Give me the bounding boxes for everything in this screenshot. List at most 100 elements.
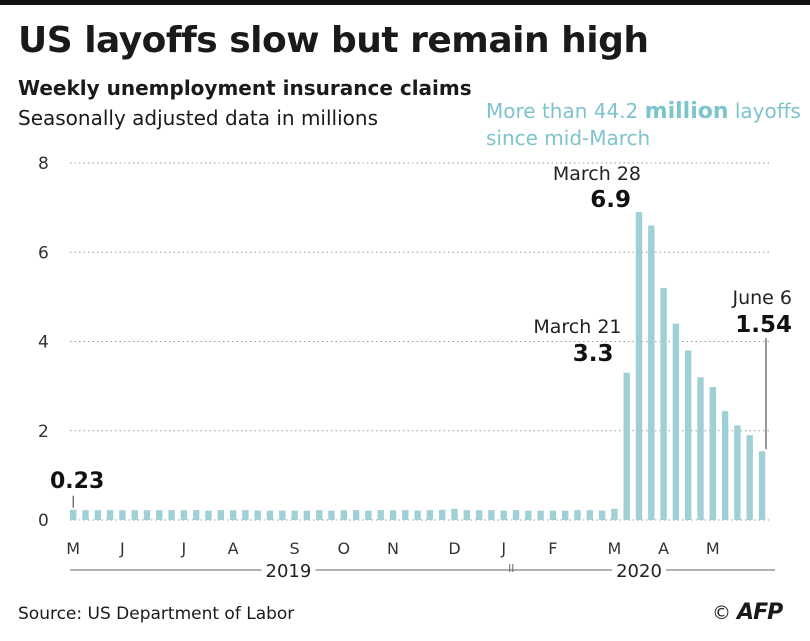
bar <box>660 287 667 520</box>
bar <box>648 225 655 520</box>
bar <box>586 510 593 520</box>
bar <box>439 509 446 520</box>
year-label-bg <box>612 560 666 580</box>
bar <box>266 510 274 520</box>
bar <box>402 510 409 520</box>
bar <box>746 435 753 520</box>
bar <box>562 510 569 520</box>
y-tick-label: 8 <box>38 154 49 174</box>
chart-subtitle: Weekly unemployment insurance claims <box>18 76 472 100</box>
bar <box>340 510 347 520</box>
annotation-label: June 6 <box>731 287 792 309</box>
bar <box>549 510 557 520</box>
bar <box>217 510 224 520</box>
annotation-label: March 21 <box>533 316 621 338</box>
bar <box>352 510 360 520</box>
annotation-value: 0.23 <box>50 469 104 494</box>
x-tick-label: J <box>119 539 125 558</box>
x-tick-label: D <box>448 539 460 558</box>
bar <box>131 510 138 520</box>
copyright-symbol: © <box>712 602 731 624</box>
annotation-label: March 28 <box>553 163 641 185</box>
bar <box>365 510 372 520</box>
bar <box>242 510 249 520</box>
bar <box>180 510 188 520</box>
bar <box>426 510 434 520</box>
bar <box>758 451 766 520</box>
annotation-value: 6.9 <box>590 187 631 213</box>
layoffs-callout: More than 44.2 million layoffs since mid-… <box>486 98 801 151</box>
bar <box>229 510 237 520</box>
bar <box>525 510 532 520</box>
y-tick-label: 2 <box>38 422 49 442</box>
x-tick-label: J <box>181 539 187 558</box>
x-tick-label: F <box>548 539 557 558</box>
year-label: 2019 <box>266 561 312 582</box>
bar <box>168 510 175 520</box>
x-tick-label: O <box>338 539 351 558</box>
x-tick-label: M <box>66 539 80 558</box>
callout-text-bold: million <box>644 99 729 124</box>
bar <box>537 510 544 520</box>
x-tick-label: M <box>607 539 621 558</box>
bar <box>106 510 114 520</box>
bar <box>598 510 606 520</box>
x-tick-label: A <box>658 539 669 558</box>
bar <box>734 425 741 520</box>
bar <box>377 510 384 520</box>
bar <box>574 510 581 520</box>
agency-credit: © AFP <box>712 600 783 625</box>
y-tick-label: 6 <box>38 243 49 263</box>
afp-logo: AFP <box>737 600 783 625</box>
y-tick-label: 4 <box>38 333 49 353</box>
bar <box>303 510 311 520</box>
callout-text-pre: More than 44.2 <box>486 99 645 123</box>
bar <box>205 510 212 520</box>
bar <box>414 510 421 520</box>
bar <box>389 510 397 520</box>
x-tick-label: A <box>228 539 239 558</box>
bar <box>672 323 680 520</box>
x-tick-label: J <box>500 539 506 558</box>
callout-text-line2: since mid-March <box>486 126 651 150</box>
bar <box>685 350 692 520</box>
bar <box>721 411 729 520</box>
bar <box>512 510 520 520</box>
callout-text-post: layoffs <box>728 99 801 123</box>
bar <box>463 510 470 520</box>
bar <box>611 508 618 520</box>
year-label: 2020 <box>616 561 662 582</box>
bar <box>316 510 323 520</box>
bar <box>475 510 483 520</box>
bar <box>291 510 298 520</box>
y-tick-label: 0 <box>38 511 49 531</box>
source-note: Source: US Department of Labor <box>18 604 295 624</box>
bar <box>143 510 151 520</box>
bar <box>156 510 163 520</box>
bar <box>697 377 704 520</box>
bar <box>488 510 495 520</box>
annotation-value: 3.3 <box>573 341 614 367</box>
bar <box>709 387 716 520</box>
x-tick-label: N <box>387 539 399 558</box>
x-tick-label: M <box>706 539 720 558</box>
bar <box>119 510 126 520</box>
bar <box>82 510 89 520</box>
bar <box>328 510 335 520</box>
annotation-value: 1.54 <box>735 312 792 338</box>
x-tick-label: S <box>290 539 300 558</box>
bar <box>279 510 286 520</box>
bar <box>451 508 458 520</box>
chart-title: US layoffs slow but remain high <box>18 20 649 61</box>
bar <box>254 510 261 520</box>
bar <box>70 509 77 520</box>
year-label-bg <box>261 560 316 580</box>
bar <box>193 510 200 520</box>
top-rule <box>0 0 810 5</box>
bar <box>500 510 507 520</box>
chart-units-note: Seasonally adjusted data in millions <box>18 106 378 130</box>
bar <box>635 212 643 520</box>
bar <box>623 372 630 520</box>
bar <box>94 510 101 520</box>
